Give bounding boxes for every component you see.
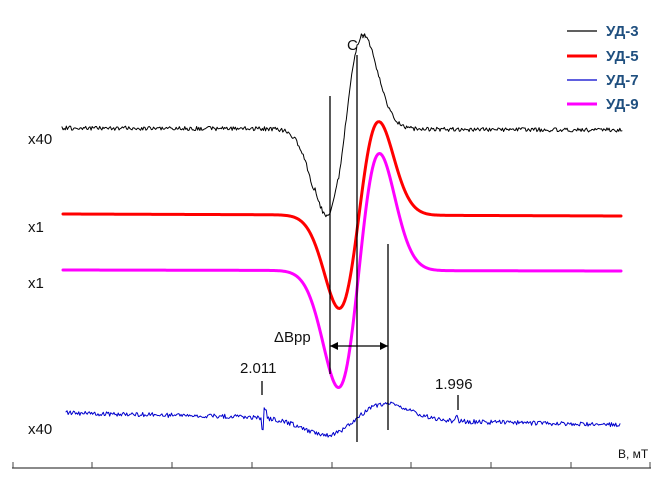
legend-label-ud5: УД-5 xyxy=(606,48,639,65)
g-factor-right-label: 1.996 xyxy=(435,376,473,393)
scale-label-ud7: x40 xyxy=(28,421,52,438)
scale-label-ud5: x1 xyxy=(28,219,44,236)
annotations: C * ΔBpp 2.011 1.996 xyxy=(240,33,473,410)
g-factor-left-label: 2.011 xyxy=(240,360,276,377)
ud3-series-line xyxy=(61,33,623,218)
legend-label-ud3: УД-3 xyxy=(606,23,639,40)
delta-bpp-left-arrowhead xyxy=(330,342,338,350)
curves-layer xyxy=(61,33,623,438)
ud7-series-line xyxy=(65,401,621,438)
legend-label-ud7: УД-7 xyxy=(606,72,639,89)
legend: УД-3 УД-5 УД-7 УД-9 xyxy=(567,23,639,113)
ud9-series-line xyxy=(61,152,623,390)
delta-bpp-right-arrowhead xyxy=(380,342,388,350)
scale-labels: x40 x1 x1 x40 xyxy=(28,131,52,438)
delta-bpp-label: ΔBpp xyxy=(274,329,311,346)
marker-lines xyxy=(329,55,389,442)
legend-label-ud9: УД-9 xyxy=(606,96,639,113)
scale-label-ud9: x1 xyxy=(28,275,44,292)
c-star-superscript: * xyxy=(361,33,366,45)
x-axis-ticks xyxy=(12,462,651,468)
c-star-label: C xyxy=(347,37,358,54)
x-axis: B, мТ xyxy=(12,447,651,469)
scale-label-ud3: x40 xyxy=(28,131,52,148)
x-axis-label: B, мТ xyxy=(618,447,649,461)
ud5-series-line xyxy=(61,120,623,310)
